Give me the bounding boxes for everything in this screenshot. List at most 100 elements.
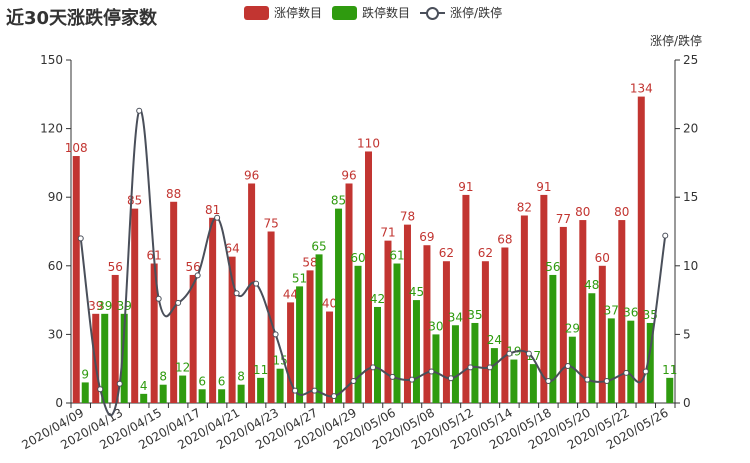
data-label-up: 69 xyxy=(419,230,434,244)
bar-down xyxy=(451,325,459,403)
legend-item-ratio[interactable]: 涨停/跌停 xyxy=(420,4,502,21)
bar-down xyxy=(627,320,635,403)
data-label-up: 56 xyxy=(186,260,201,274)
ratio-point xyxy=(233,290,240,297)
bar-up xyxy=(501,247,509,403)
bar-up xyxy=(481,261,489,403)
y-left-tick-label: 60 xyxy=(48,259,63,273)
bar-down xyxy=(315,254,323,403)
data-label-up: 108 xyxy=(65,141,88,155)
data-label-down: 37 xyxy=(604,303,619,317)
bar-down xyxy=(237,384,245,403)
data-label-down: 42 xyxy=(370,292,385,306)
bar-down xyxy=(646,322,654,403)
data-label-down: 35 xyxy=(467,308,482,322)
bar-up xyxy=(403,224,411,403)
bar-down xyxy=(588,293,596,403)
bar-up xyxy=(442,261,450,403)
ratio-point xyxy=(506,350,513,357)
bar-down xyxy=(218,389,226,403)
bar-down xyxy=(471,322,479,403)
ratio-point xyxy=(662,232,669,239)
bar-down xyxy=(432,334,440,403)
ratio-point xyxy=(389,373,396,380)
data-label-down: 6 xyxy=(198,374,206,388)
ratio-point xyxy=(77,235,84,242)
legend-swatch-up xyxy=(244,5,269,20)
bar-up xyxy=(326,311,334,403)
bar-down xyxy=(257,377,265,403)
ratio-point xyxy=(136,107,143,114)
y-right-tick-label: 25 xyxy=(683,53,698,67)
bar-up xyxy=(462,194,470,403)
y-right-tick-label: 5 xyxy=(683,327,691,341)
bar-down xyxy=(120,313,128,403)
data-label-down: 34 xyxy=(448,310,463,324)
legend-item-down[interactable]: 跌停数目 xyxy=(332,4,410,21)
data-label-down: 56 xyxy=(545,260,560,274)
data-label-down: 61 xyxy=(389,249,404,263)
data-label-down: 39 xyxy=(97,299,112,313)
ratio-point xyxy=(253,280,260,287)
ratio-point xyxy=(116,380,123,387)
legend[interactable]: 涨停数目 跌停数目 涨停/跌停 xyxy=(244,4,512,21)
bar-up xyxy=(598,265,606,403)
bar-down xyxy=(568,336,576,403)
bar-down xyxy=(529,364,537,403)
bar-down xyxy=(374,306,381,403)
data-label-down: 45 xyxy=(409,285,424,299)
data-label-down: 65 xyxy=(311,239,326,253)
bar-up xyxy=(306,270,314,403)
bar-down xyxy=(198,389,206,403)
ratio-point xyxy=(545,378,552,385)
bar-down xyxy=(510,359,518,403)
data-label-up: 96 xyxy=(244,168,259,182)
y-right-tick-label: 15 xyxy=(683,190,698,204)
ratio-point xyxy=(194,272,201,279)
data-label-down: 60 xyxy=(350,251,365,265)
data-label-up: 64 xyxy=(224,242,239,256)
bar-up xyxy=(267,231,275,403)
data-label-down: 6 xyxy=(218,374,226,388)
data-label-down: 51 xyxy=(292,271,307,285)
ratio-point xyxy=(370,364,376,371)
legend-item-up[interactable]: 涨停数目 xyxy=(244,4,322,21)
bar-down xyxy=(179,375,187,403)
data-label-down: 4 xyxy=(140,379,148,393)
bar-up xyxy=(559,226,567,403)
y-right-tick-label: 0 xyxy=(683,396,691,410)
ratio-point xyxy=(292,387,299,394)
data-label-up: 75 xyxy=(263,217,278,231)
ratio-point xyxy=(603,378,610,385)
data-label-up: 58 xyxy=(302,255,317,269)
y-right-tick-label: 10 xyxy=(683,259,698,273)
data-label-up: 62 xyxy=(439,246,454,260)
data-label-up: 82 xyxy=(517,200,532,214)
data-label-down: 11 xyxy=(253,363,268,377)
data-label-down: 24 xyxy=(487,333,502,347)
data-label-up: 77 xyxy=(556,212,571,226)
data-label-up: 68 xyxy=(497,233,512,247)
data-label-down: 8 xyxy=(159,370,167,384)
legend-swatch-down xyxy=(332,5,358,20)
bar-up xyxy=(248,183,256,403)
bar-down xyxy=(296,286,304,403)
bar-up xyxy=(228,256,236,403)
data-label-down: 85 xyxy=(331,194,346,208)
bar-up xyxy=(384,240,392,403)
ratio-point xyxy=(175,299,182,306)
y-right-tick-label: 20 xyxy=(683,122,698,136)
data-label-up: 88 xyxy=(166,187,181,201)
legend-label-down: 跌停数目 xyxy=(362,6,411,20)
y-left-tick-label: 0 xyxy=(55,396,63,410)
legend-line-marker-icon xyxy=(420,6,446,20)
ratio-point xyxy=(564,362,571,369)
data-label-up: 80 xyxy=(614,205,629,219)
data-label-up: 91 xyxy=(536,180,551,194)
ratio-point xyxy=(97,386,104,393)
bar-down xyxy=(81,382,89,403)
bar-down xyxy=(276,368,284,403)
data-label-up: 78 xyxy=(400,210,415,224)
ratio-point xyxy=(584,376,591,383)
